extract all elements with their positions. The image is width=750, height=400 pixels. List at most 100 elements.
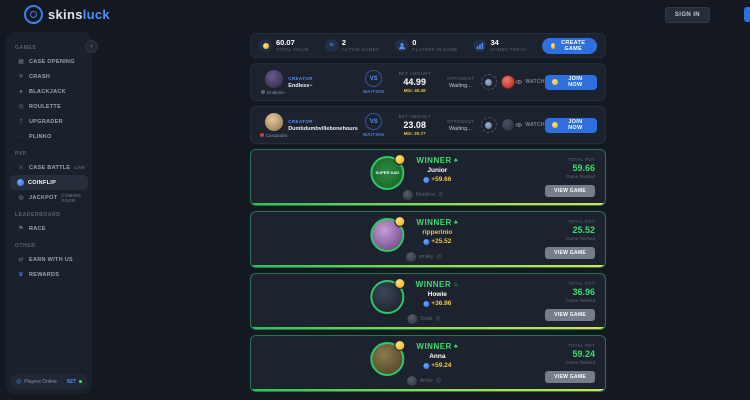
- earn-icon: ⇄: [18, 257, 24, 263]
- coin-icon: [551, 42, 556, 49]
- stat-label: TOTAL VALUE: [276, 47, 309, 53]
- sidebar-item-crash[interactable]: ✈ CRASH: [10, 69, 88, 84]
- players-online-count: 927: [66, 378, 76, 385]
- winner-avatar[interactable]: [370, 216, 406, 252]
- level-badge: [259, 133, 264, 137]
- creator-avatar-block[interactable]: Endless~: [259, 69, 288, 95]
- sidebar-item-coinflip[interactable]: COINFLIP: [10, 175, 88, 190]
- winning-coin-badge-icon: [394, 340, 406, 351]
- loser-name: smiley: [419, 254, 434, 260]
- sidebar-item-label: RACE: [29, 225, 46, 232]
- sidebar-item-jackpot[interactable]: ◍ JACKPOT COMING SOON: [10, 190, 88, 205]
- watch-label: WATCH: [525, 79, 545, 85]
- finished-game-card: WINNER ♣ Anna +59.24 Armis ☹ TOTAL POT 5…: [250, 335, 606, 392]
- sidebar: ‹ GAMES ▦ CASE OPENING ✈ CRASH ♠ BLACKJA…: [6, 32, 98, 394]
- sidebar-item-upgrader[interactable]: ⇧ UPGRADER: [10, 114, 88, 129]
- sidebar-item-rewards[interactable]: ♛ REWARDS: [10, 267, 88, 282]
- sidebar-section-leaderboard: LEADERBOARD: [15, 212, 61, 218]
- watch-label: WATCH: [525, 122, 545, 128]
- winning-coin-badge-icon: [394, 216, 406, 227]
- bet-amount-value: 23.08: [403, 120, 426, 130]
- sidebar-collapse-button[interactable]: ‹: [85, 40, 98, 53]
- brand-logo[interactable]: skinsluck: [24, 4, 110, 24]
- view-game-button[interactable]: VIEW GAME: [545, 309, 595, 321]
- creator-avatar-block[interactable]: Cassandra: [259, 112, 288, 138]
- join-now-label: JOIN NOW: [568, 76, 583, 88]
- coinflip-main: 60.07 TOTAL VALUE ≡ 2 ACTIVE GAMES 0 PLA…: [250, 33, 606, 392]
- total-pot-label: TOTAL POT: [567, 281, 595, 286]
- winner-label: WINNER: [416, 156, 452, 165]
- avatar-nickname: Cassandra: [265, 132, 288, 138]
- game-status: Game finished: [565, 236, 595, 241]
- winner-name: Howie: [427, 291, 447, 298]
- opponent-block: OPPONENT Waiting...: [440, 119, 481, 132]
- join-now-button[interactable]: JOIN NOW: [544, 74, 597, 90]
- loser-avatar: [402, 190, 413, 200]
- win-amount: +59.24: [431, 362, 452, 369]
- view-game-button[interactable]: VIEW GAME: [545, 371, 595, 383]
- coin-icon: [259, 39, 272, 52]
- blackjack-icon: ♠: [19, 88, 23, 95]
- join-range: Min: 40.49: [403, 88, 426, 93]
- sign-in-button[interactable]: SIGN IN: [664, 7, 710, 23]
- winning-coin-badge-icon: [394, 154, 406, 165]
- live-badge: LIVE: [74, 165, 86, 170]
- winner-avatar[interactable]: [370, 278, 406, 314]
- winner-name: ripperinio: [422, 229, 453, 236]
- stat-active-games: ≡ 2 ACTIVE GAMES: [324, 39, 380, 53]
- sidebar-item-label: PLINKO: [29, 133, 52, 140]
- stat-games-today: 34 GAMES TODAY: [473, 39, 526, 52]
- winner-label: WINNER: [415, 280, 452, 289]
- list-icon: ≡: [324, 39, 338, 52]
- sidebar-item-case-battle[interactable]: ⚔ CASE BATTLE LIVE: [10, 160, 88, 175]
- creator-label: CREATOR: [288, 118, 313, 124]
- view-game-button[interactable]: VIEW GAME: [545, 185, 595, 197]
- coin-sides: [480, 74, 515, 90]
- watch-button[interactable]: WATCH: [514, 79, 545, 85]
- case-opening-icon: ▦: [18, 59, 24, 65]
- sign-up-button-cutoff[interactable]: [744, 7, 750, 22]
- create-game-button[interactable]: CREATE GAME: [542, 37, 597, 54]
- sidebar-item-roulette[interactable]: ◎ ROULETTE: [10, 99, 88, 114]
- view-game-button[interactable]: VIEW GAME: [545, 247, 595, 259]
- sidebar-item-label: EARN WITH US: [29, 256, 73, 263]
- avatar-nickname: Endless~: [267, 89, 286, 95]
- sidebar-section-games: GAMES: [15, 45, 37, 51]
- vs-block: VS WAITING: [358, 113, 389, 137]
- bet-amount-block: BET AMOUNT 44.99 Min: 40.49: [389, 71, 440, 93]
- total-pot-label: TOTAL POT: [567, 343, 595, 348]
- coin-icon: [423, 238, 430, 245]
- sidebar-item-case-opening[interactable]: ▦ CASE OPENING: [10, 54, 88, 69]
- race-icon: ⚑: [18, 226, 24, 232]
- rewards-trophy-icon: ♛: [18, 272, 24, 278]
- coming-soon-badge: COMING SOON: [61, 192, 82, 203]
- sidebar-item-plinko[interactable]: ∴ PLINKO: [10, 129, 88, 144]
- winner-avatar[interactable]: SUPER DAD: [370, 154, 406, 190]
- sidebar-item-label: UPGRADER: [29, 118, 63, 125]
- opponent-label: OPPONENT: [446, 118, 475, 124]
- sidebar-item-earn-with-us[interactable]: ⇄ EARN WITH US: [10, 252, 88, 267]
- finished-game-card: WINNER ♨ Howie +36.96 Dodo ☹ TOTAL POT 3…: [250, 273, 606, 330]
- sidebar-item-race[interactable]: ⚑ RACE: [10, 221, 88, 236]
- waiting-status: WAITING: [362, 89, 385, 94]
- join-now-button[interactable]: JOIN NOW: [544, 117, 597, 133]
- loser-avatar: [406, 252, 417, 262]
- total-pot-label: TOTAL POT: [567, 219, 595, 224]
- sidebar-item-blackjack[interactable]: ♠ BLACKJACK: [10, 84, 88, 99]
- active-game-row: Endless~ CREATOR Endless~ VS WAITING BET…: [250, 63, 606, 101]
- online-icon: ◎: [16, 379, 22, 385]
- stat-value: 60.07: [276, 37, 295, 47]
- flame-icon: ♨: [453, 282, 460, 288]
- stat-label: ACTIVE GAMES: [341, 47, 380, 53]
- open-side-icon: [480, 74, 497, 90]
- watch-button[interactable]: WATCH: [514, 122, 545, 128]
- sad-icon: ☹: [435, 316, 441, 322]
- sad-icon: ☹: [436, 254, 442, 260]
- sidebar-item-label: CASE OPENING: [29, 58, 75, 65]
- bet-amount-block: BET AMOUNT 23.08 Min: 20.77: [389, 114, 440, 136]
- winner-avatar[interactable]: [370, 340, 406, 376]
- winning-coin-badge-icon: [394, 278, 406, 289]
- loser-avatar: [407, 314, 418, 324]
- vs-circle: VS: [365, 113, 383, 130]
- total-pot-value: 25.52: [572, 225, 595, 235]
